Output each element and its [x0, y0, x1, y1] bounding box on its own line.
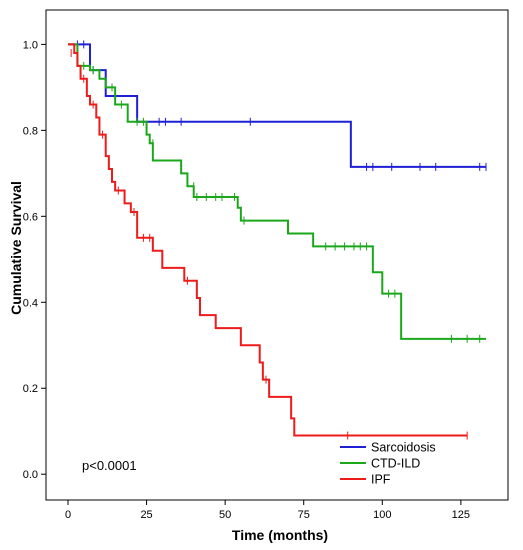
legend: Sarcoidosis CTD-ILD IPF: [340, 441, 436, 487]
series-layer: [68, 40, 487, 440]
series-ipf: [68, 43, 468, 440]
x-tick-label: 25: [140, 509, 152, 521]
survival-curve-ctd-ild: [68, 43, 486, 340]
x-tick-label: 100: [373, 509, 391, 521]
legend-label-sarcoidosis: Sarcoidosis: [371, 441, 436, 455]
chart-frame: [45, 9, 509, 501]
y-tick-label: 0.2: [23, 383, 38, 395]
legend-label-ipf: IPF: [371, 473, 391, 487]
x-axis-title: Time (months): [232, 527, 328, 543]
plot-area-border: [45, 9, 509, 501]
survival-curve-sarcoidosis: [68, 43, 486, 168]
series-sarcoidosis: [68, 40, 487, 171]
series-ctd-ild: [68, 43, 486, 343]
x-tick-label: 75: [298, 509, 310, 521]
y-tick-label: 0.0: [23, 469, 38, 481]
x-tick-label: 50: [219, 509, 231, 521]
y-tick-label: 1.0: [23, 39, 38, 51]
legend-label-ctd-ild: CTD-ILD: [371, 457, 420, 471]
axes: 0 25 50 75 100 125 0.0 0.2 0.4 0.6 0.8 1.0: [23, 39, 470, 521]
y-tick-label: 0.6: [23, 211, 38, 223]
y-axis-title: Cumulative Survival: [8, 181, 24, 315]
x-tick-label: 125: [452, 509, 470, 521]
y-tick-label: 0.4: [23, 297, 38, 309]
y-tick-label: 0.8: [23, 125, 38, 137]
p-value-annotation: p<0.0001: [82, 458, 137, 473]
x-tick-label: 0: [65, 509, 71, 521]
